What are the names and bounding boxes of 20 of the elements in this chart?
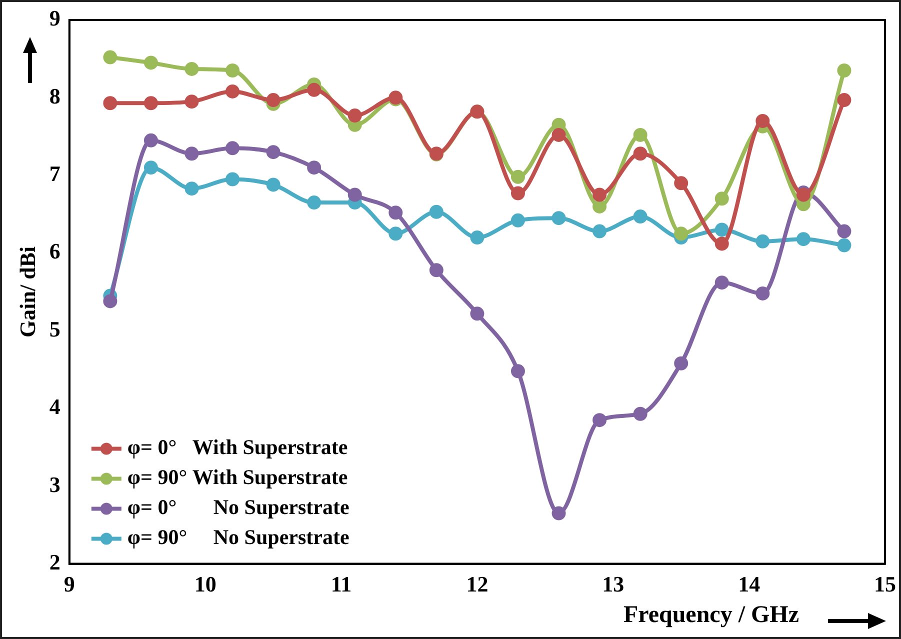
x-tick-label: 13 (602, 572, 624, 597)
y-tick-label: 6 (49, 238, 60, 264)
x-axis-title: Frequency / GHz (623, 602, 799, 629)
x-tick-label: 10 (194, 572, 216, 597)
legend-label: φ= 0° With Superstrate (127, 435, 348, 460)
x-tick-label: 11 (330, 572, 352, 597)
y-tick-label: 2 (49, 549, 60, 574)
y-tick-label: 7 (49, 161, 60, 186)
y-tick-label: 9 (49, 6, 60, 31)
x-tick-label: 15 (874, 572, 896, 597)
y-tick-label: 5 (49, 316, 60, 342)
y-tick-label: 3 (49, 472, 60, 497)
x-tick-label: 12 (466, 572, 488, 597)
legend-label: φ= 0° No Superstrate (127, 495, 350, 520)
y-tick-label: 4 (49, 394, 60, 420)
y-tick-label: 8 (49, 83, 60, 108)
legend-label: φ= 90° With Superstrate (127, 465, 348, 490)
legend-label: φ= 90° No Superstrate (127, 525, 350, 550)
x-tick-label: 14 (738, 572, 760, 597)
y-axis-title: Gain/ dBi (14, 246, 40, 338)
